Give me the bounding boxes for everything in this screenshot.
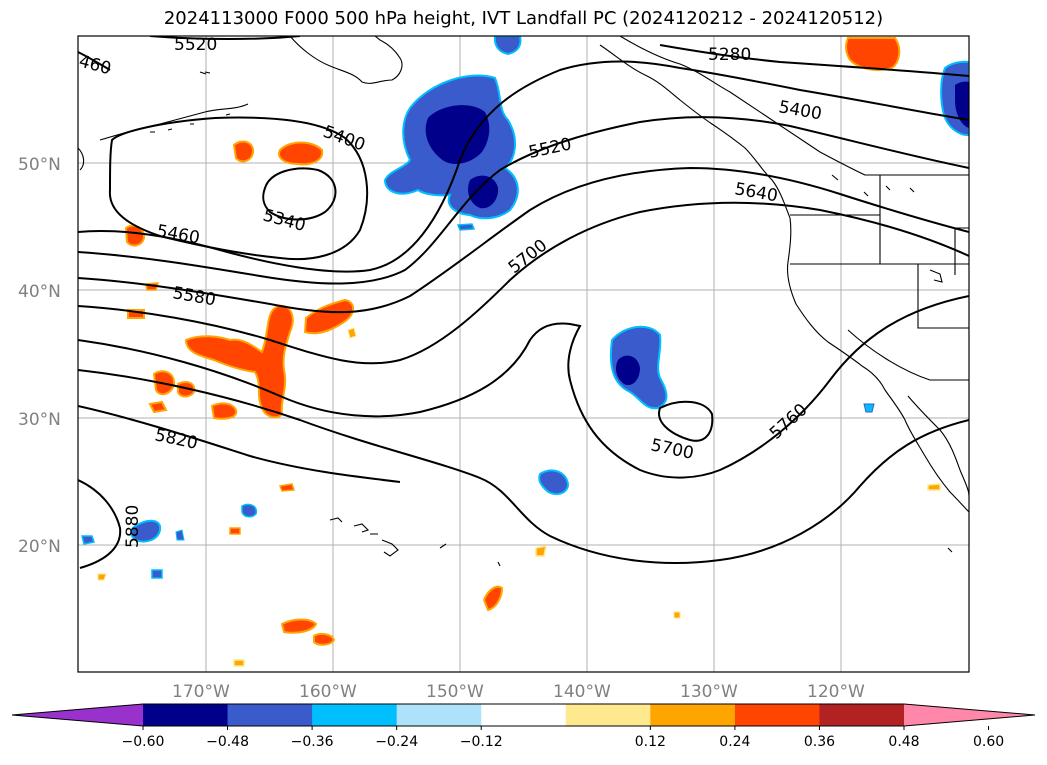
state-border-4: [847, 329, 969, 381]
ivt-region-small-16: [673, 611, 681, 619]
colorbar-extend-max: [904, 704, 1035, 726]
lat-label: 30°N: [18, 410, 61, 430]
ivt-core-subtropical: [616, 355, 640, 386]
lat-label: 20°N: [18, 537, 61, 557]
contour-5520-upper: [149, 36, 301, 40]
longitude-labels: 170°W 160°W 150°W 140°W 130°W 120°W: [172, 682, 865, 702]
figure-title: 2024113000 F000 500 hPa height, IVT Land…: [163, 8, 884, 29]
colorbar-tick-label: 0.24: [719, 734, 750, 750]
lat-label: 50°N: [18, 155, 61, 175]
colorbar-tick-label: −0.12: [460, 734, 503, 750]
contour-5460: [78, 60, 969, 273]
canada-inland: [619, 36, 969, 176]
lon-label: 130°W: [680, 682, 738, 702]
contour-5760: [78, 369, 969, 564]
ivt-region-small-2: [130, 519, 162, 543]
alaska-coast: [289, 36, 403, 84]
contour-5640: [78, 201, 969, 365]
colorbar: −0.60 −0.48 −0.36 −0.24 −0.12 0.12 0.24 0.36 0.4…: [11, 703, 1036, 750]
ivt-region-small-5: [81, 535, 95, 545]
ivt-region-small-6: [456, 223, 476, 231]
contour-5400-low: [108, 116, 369, 261]
contour-5580: [78, 166, 969, 314]
lon-label: 170°W: [172, 682, 230, 702]
colorbar-segment: [481, 704, 567, 726]
contour-5700: [78, 295, 969, 479]
contour-label: 5880: [123, 505, 143, 548]
ivt-region-small-8: [175, 529, 185, 541]
ivt-region-top: [493, 36, 522, 56]
colorbar-extend-min: [12, 704, 143, 726]
colorbar-segment: [565, 704, 651, 726]
colorbar-segment: [312, 704, 398, 726]
contour-5700-south: [658, 400, 714, 442]
ivt-region-northeast: [844, 37, 901, 71]
ivt-region-small-1: [538, 469, 570, 496]
ivt-region-south-1: [482, 585, 504, 612]
latitude-labels: 50°N 40°N 30°N 20°N: [18, 155, 61, 557]
hawaii-islands: [329, 517, 399, 557]
ivt-region-small-13: [233, 659, 245, 667]
ivt-region-south-2: [280, 618, 318, 634]
lon-label: 150°W: [426, 682, 484, 702]
colorbar-tick-label: 0.36: [804, 734, 835, 750]
ivt-region-small-14: [347, 327, 357, 339]
ivt-region-small-7: [863, 403, 875, 413]
colorbar-tick-label: −0.36: [291, 734, 334, 750]
ivt-region-west-2: [232, 140, 255, 163]
panhandle-coast: [599, 44, 791, 219]
ivt-region-small-10: [229, 527, 241, 535]
gridlines: [78, 36, 969, 672]
contour-5880: [78, 479, 122, 569]
colorbar-tick-label: −0.24: [375, 734, 418, 750]
contour-5340-low: [262, 167, 337, 221]
colorbar-segment: [396, 704, 482, 726]
us-west-coast: [786, 217, 969, 513]
colorbar-tick-label: 0.60: [973, 734, 1004, 750]
contour-5280-north: [659, 44, 969, 77]
contour-5820: [78, 405, 401, 483]
colorbar-segment: [819, 704, 905, 726]
ivt-region-central-3: [210, 402, 238, 420]
ivt-core-gulf-alaska: [425, 105, 490, 164]
lat-label: 40°N: [18, 282, 61, 302]
contour-5520: [78, 116, 969, 285]
colorbar-segment: [227, 704, 313, 726]
contour-label: 5520: [174, 35, 217, 55]
ivt-region-small-9: [278, 483, 296, 492]
colorbar-segment: [143, 704, 229, 726]
ivt-region-small-4: [151, 569, 163, 579]
ivt-region-central-2: [303, 298, 355, 335]
colorbar-segment: [650, 704, 736, 726]
contour-5280-west: [78, 51, 111, 71]
ivt-core-east-edge: [955, 81, 969, 128]
contour-label: 5280: [708, 45, 751, 65]
small-islands: [199, 71, 953, 567]
map-frame: [77, 35, 970, 673]
coastlines: [78, 36, 969, 567]
state-border-3: [917, 264, 969, 329]
lon-label: 160°W: [299, 682, 357, 702]
ivt-region-small-12: [535, 545, 547, 557]
ivt-region-west-1: [278, 141, 324, 166]
colorbar-segment: [734, 704, 820, 726]
ivt-core-gulf-alaska-2: [468, 175, 499, 209]
colorbar-tick-label: 0.12: [635, 734, 666, 750]
colorbar-tick-label: −0.48: [206, 734, 249, 750]
colorbar-tick-label: −0.60: [122, 734, 165, 750]
ivt-region-south-3: [313, 632, 336, 646]
west-edge-island: [78, 147, 85, 171]
ivt-region-small-3: [241, 503, 258, 518]
lon-label: 140°W: [553, 682, 611, 702]
ivt-region-small-15: [97, 573, 107, 581]
ivt-region-small-11: [927, 483, 941, 491]
baja-peninsula: [907, 395, 969, 497]
height-contours: [78, 36, 969, 569]
lon-label: 120°W: [807, 682, 865, 702]
ivt-region-central-5: [177, 381, 196, 398]
ivt-region-central-6: [148, 400, 168, 414]
colorbar-tick-label: 0.48: [888, 734, 919, 750]
